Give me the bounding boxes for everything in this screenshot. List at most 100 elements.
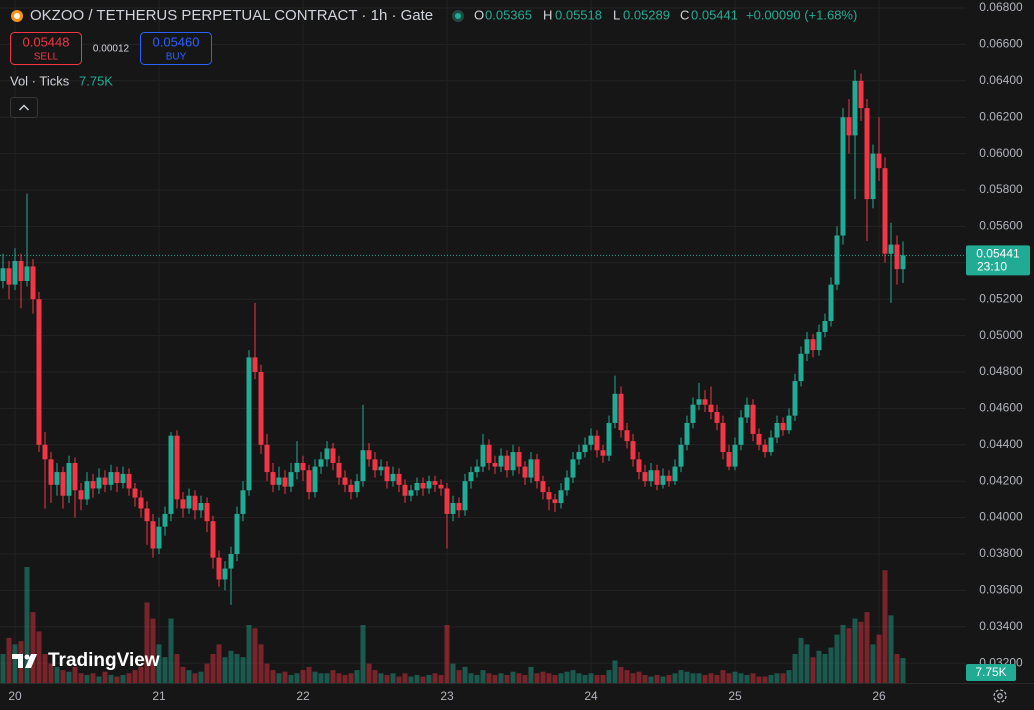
candle-body	[624, 430, 630, 442]
volume-bar	[510, 671, 516, 683]
candle-body	[510, 452, 516, 471]
volume-bar	[528, 666, 534, 683]
candle-body	[816, 331, 822, 351]
candle-body	[138, 497, 144, 509]
volume-bar	[174, 654, 180, 683]
volume-bar	[330, 670, 336, 683]
sell-button[interactable]	[10, 32, 82, 65]
candle-body	[240, 490, 246, 514]
volume-bar	[42, 654, 48, 683]
volume-bar	[450, 663, 456, 683]
volume-bar	[744, 674, 750, 683]
candle-body	[78, 490, 84, 500]
candle-body	[162, 513, 168, 527]
volume-bar	[474, 674, 480, 683]
candle-body	[396, 473, 402, 485]
candle-body	[666, 475, 672, 482]
candle-body	[0, 268, 6, 281]
candle-body	[54, 472, 60, 485]
logo-dot	[24, 654, 30, 660]
volume-bar	[852, 618, 858, 683]
volume-bar	[540, 671, 546, 683]
buy-price: 0.05460	[153, 34, 200, 49]
volume-bar	[312, 671, 318, 683]
volume-bar	[780, 673, 786, 683]
candle-body	[48, 459, 54, 485]
candle-body	[192, 495, 198, 511]
volume-bar	[246, 625, 252, 683]
candle-body	[318, 459, 324, 467]
candle-body	[156, 526, 162, 549]
candle-body	[60, 472, 66, 496]
candle-body	[384, 466, 390, 482]
x-tick-label: 26	[872, 689, 886, 703]
volume-bar	[366, 663, 372, 683]
candle-body	[786, 415, 792, 431]
sell-price: 0.05448	[23, 34, 70, 49]
volume-bar	[750, 673, 756, 683]
candle-body	[600, 450, 606, 456]
volume-bar	[150, 618, 156, 683]
candle-body	[354, 481, 360, 493]
candle-body	[780, 422, 786, 431]
candle-body	[642, 472, 648, 482]
volume-bar	[126, 673, 132, 683]
candle-body	[768, 437, 774, 453]
candle-body	[300, 462, 306, 471]
candle-body	[444, 488, 450, 514]
candle-body	[96, 477, 102, 489]
buy-button[interactable]	[140, 32, 212, 65]
volume-bar	[270, 670, 276, 683]
y-tick-label: 0.03800	[979, 546, 1023, 560]
volume-bar	[600, 674, 606, 683]
y-tick-label: 0.05600	[979, 219, 1023, 233]
candle-body	[18, 260, 24, 281]
x-tick-label: 22	[296, 689, 310, 703]
candle-body	[222, 568, 228, 580]
candle-body	[594, 435, 600, 451]
volume-bar	[162, 657, 168, 683]
candle-body	[732, 444, 738, 467]
volume-bar	[786, 670, 792, 683]
candle-body	[798, 353, 804, 382]
volume-bar	[336, 673, 342, 683]
volume-bar	[348, 673, 354, 683]
candle-body	[306, 470, 312, 493]
candle-body	[708, 404, 714, 413]
volume-bar	[774, 673, 780, 683]
settings-icon[interactable]	[993, 689, 1007, 703]
volume-bar	[702, 674, 708, 683]
last-price-badge	[966, 245, 1030, 276]
candle-body	[738, 417, 744, 445]
x-tick-label: 24	[584, 689, 598, 703]
volume-bar	[846, 628, 852, 683]
volume-bar	[216, 644, 222, 683]
collapse-button[interactable]	[10, 97, 38, 118]
volume-bar	[420, 676, 426, 683]
volume-bar	[690, 673, 696, 683]
candle-body	[888, 244, 894, 254]
x-tick-label: 23	[440, 689, 454, 703]
y-tick-label: 0.06200	[979, 109, 1023, 123]
last-price-label: 0.05441	[976, 247, 1020, 261]
volume-bar	[870, 644, 876, 683]
candle-body	[522, 466, 528, 478]
x-tick-label: 21	[152, 689, 166, 703]
volume-bar	[858, 621, 864, 683]
volume-bar	[684, 671, 690, 683]
y-tick-label: 0.06800	[979, 0, 1023, 14]
candle-body	[804, 339, 810, 354]
volume-bar	[894, 654, 900, 683]
volume-bar	[210, 654, 216, 683]
y-tick-label: 0.04000	[979, 510, 1023, 524]
candle-body	[588, 435, 594, 445]
candle-body	[288, 472, 294, 487]
x-tick-label: 25	[728, 689, 742, 703]
candle-body	[876, 153, 882, 169]
candle-body	[180, 499, 186, 509]
volume-bar	[594, 674, 600, 683]
candle-body	[750, 404, 756, 434]
candle-body	[144, 508, 150, 522]
buy-label: BUY	[166, 52, 187, 63]
